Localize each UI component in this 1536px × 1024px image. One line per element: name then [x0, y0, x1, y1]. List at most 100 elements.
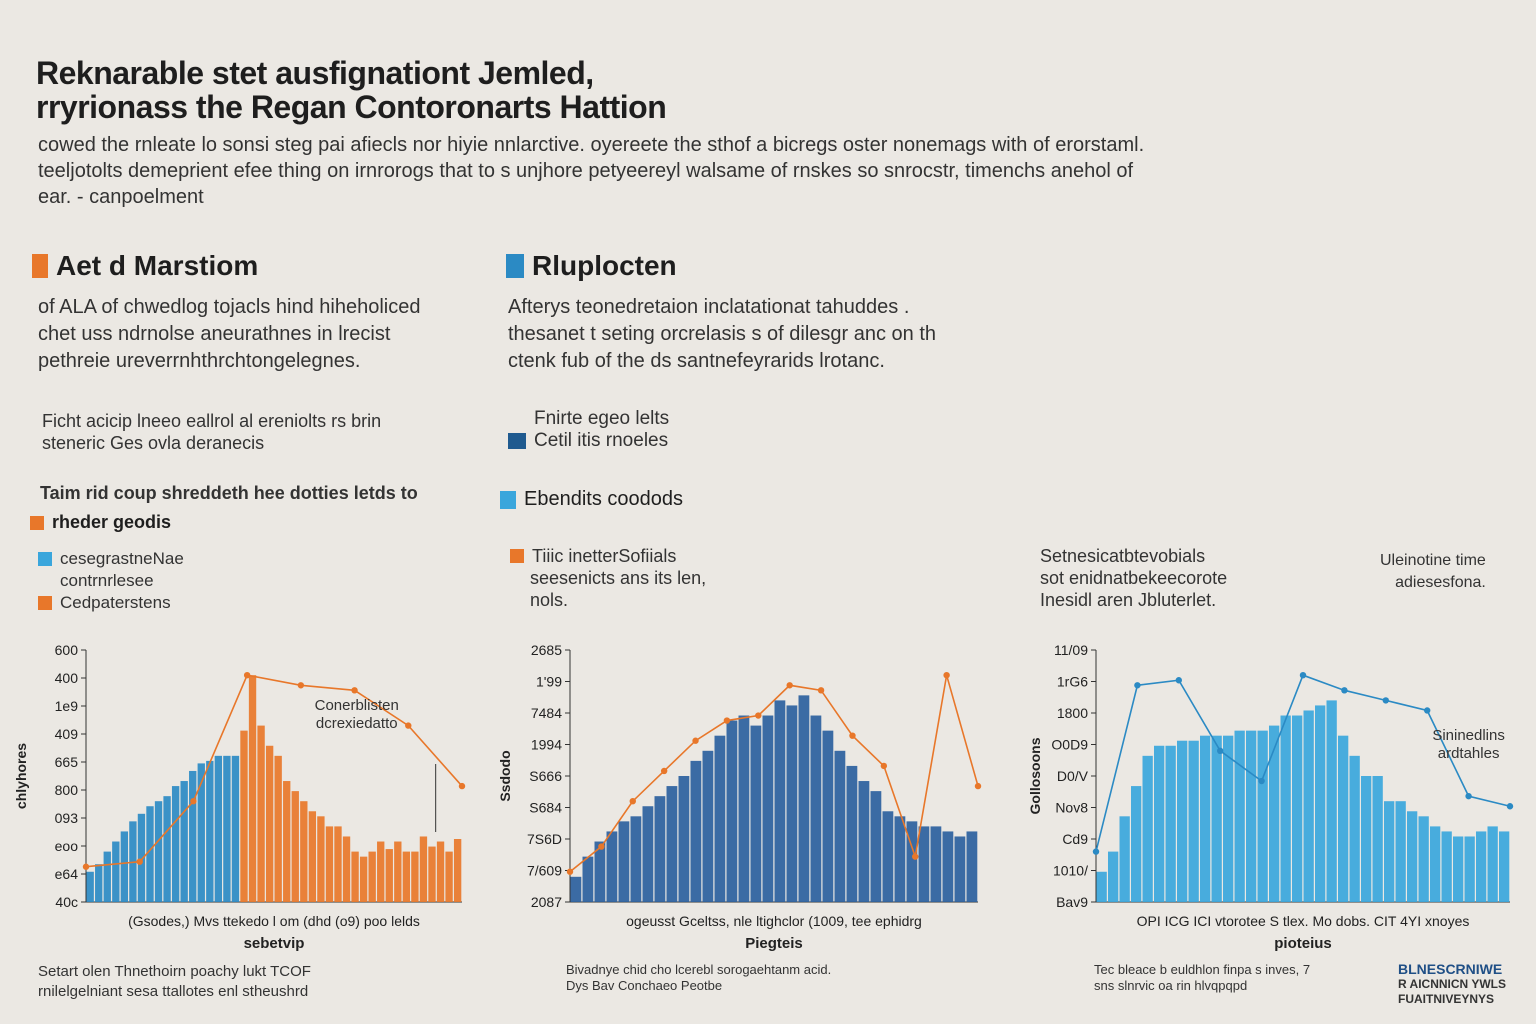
bar-0 [630, 816, 642, 902]
bar-1 [359, 856, 368, 902]
y-tick-label: 665 [55, 754, 79, 770]
bar-0 [858, 781, 870, 902]
bar-0 [1292, 715, 1303, 902]
chart-2-footnote: Bivadnye chid cho lcerebl sorogaehtanm a… [566, 962, 831, 994]
bar-0 [594, 841, 606, 902]
bar-0 [846, 765, 858, 902]
side-label-line: FUAITNIVEYNYS [1398, 992, 1495, 1006]
line-point [82, 863, 90, 870]
bar-1 [291, 791, 299, 902]
x-axis-label: (Gsodes,) Mvs ttekedo l om (dhd (o9) poo… [128, 913, 420, 929]
line-point [974, 782, 982, 790]
bar-1 [257, 725, 265, 902]
section-2-heading-text: Rluplocten [532, 250, 677, 281]
bar-0 [642, 806, 654, 902]
legend-item: Tiiic inetterSofiials [510, 545, 706, 567]
bar-0 [906, 821, 918, 902]
line-point [297, 682, 305, 689]
legend-item: contrnrlesee [38, 570, 184, 592]
bar-0 [834, 750, 846, 902]
section-3-note: Setnesicatbtevobials sot enidnatbekeecor… [1040, 545, 1227, 611]
section-1-legend: cesegrastneNae contrnrlesee Cedpatersten… [38, 548, 184, 614]
bar-0 [112, 841, 120, 902]
bar-1 [411, 851, 419, 902]
title-line-1: Reknarable stet ausfignationt Jemled, [36, 55, 594, 91]
legend-label: Tiiic inetterSofiials [532, 545, 677, 566]
line-point [136, 858, 143, 865]
bar-0 [738, 715, 750, 902]
bar-1 [394, 841, 402, 902]
line-point [351, 687, 358, 694]
bar-0 [1441, 831, 1452, 902]
y-tick-label: 11/09 [1054, 642, 1088, 658]
legend-item: Fnirte egeo lelts [508, 408, 669, 430]
intro-line-3: ear. - canpoelment [38, 186, 204, 208]
bar-1 [428, 846, 436, 902]
section-2-desc-line: ctenk fub of the ds santnefeyrarids lrot… [508, 350, 885, 372]
section-1-desc-line: chet uss ndrnolse aneurathnes in lrecist [38, 323, 391, 345]
section-1-note: Ficht acicip lneeo eallrol al ereniolts … [42, 410, 381, 454]
y-tick-label: 1'99 [536, 674, 562, 690]
y-tick-label: 7/609 [527, 863, 562, 879]
intro-line-1: cowed the rnleate lo sonsi steg pai afie… [38, 134, 1145, 156]
section-1-subhead-text: rheder geodis [52, 512, 172, 532]
bar-1 [419, 836, 428, 902]
bar-0 [1315, 705, 1326, 902]
bar-1 [385, 849, 393, 902]
bar-1 [445, 851, 453, 902]
bar-0 [180, 781, 188, 902]
y-axis-label: chlyhores [13, 743, 29, 809]
bar-0 [1499, 831, 1510, 902]
side-label-line: BLNESCRNIWE [1398, 961, 1503, 977]
bar-0 [882, 811, 894, 902]
y-tick-label: 400 [55, 670, 79, 686]
chart-3-side-label: BLNESCRNIWE R AICNNICN YWLS FUAITNIVEYNY… [1398, 962, 1506, 1007]
footnote-line: Setart olen Thnethoirn poachy lukt TCOF [38, 963, 311, 980]
section-1-heading: Aet d Marstiom [32, 250, 258, 282]
bar-1 [351, 851, 359, 902]
line-point [458, 782, 466, 790]
line-point [405, 722, 412, 729]
bar-0 [762, 715, 774, 902]
bar-0 [1384, 801, 1395, 902]
bar-1 [317, 816, 325, 902]
note-text: nols. [530, 589, 569, 610]
bar-1 [300, 801, 308, 902]
y-tick-label: Cd9 [1062, 831, 1088, 847]
y-axis-label: Gollosoons [1027, 737, 1043, 814]
note-line: nols. [510, 589, 706, 611]
blank-swatch-icon [508, 412, 526, 426]
line-point [912, 853, 919, 860]
section-3-note-line: sot enidnatbekeecorote [1040, 568, 1228, 588]
bar-0 [1453, 836, 1464, 902]
page-title: Reknarable stet ausfignationt Jemled, rr… [36, 55, 667, 125]
legend-item: Cetil itis rnoeles [508, 430, 669, 452]
y-tick-label: 2685 [531, 642, 562, 658]
section-2-heading: Rluplocten [506, 250, 677, 282]
title-line-2: rryrionass the Regan Contoronarts Hattio… [36, 89, 667, 125]
bar-0 [942, 831, 954, 902]
annotation-line: Sininedlins [1432, 727, 1505, 744]
bar-0 [1200, 735, 1211, 902]
bar-1 [377, 841, 385, 902]
orange-swatch-icon [38, 596, 52, 610]
bar-0 [954, 836, 966, 902]
side-label-line: R AICNNICN YWLS [1398, 977, 1506, 991]
y-axis-label: Ssdodo [497, 750, 513, 801]
line-point [1134, 682, 1141, 689]
darkblue-swatch-icon [508, 433, 526, 449]
x-axis-label: ogeusst Gceltss, nle ltighclor (1009, te… [626, 913, 922, 929]
chart-3: 11/09 1rG6 1800 O0D9 D0/V Nov8 Cd9 1010/Bav9 Gol… [1027, 642, 1514, 952]
section-1-subhead: rheder geodis [30, 512, 171, 533]
legend-label: contrnrlesee [60, 571, 154, 590]
bar-1 [453, 839, 462, 902]
bar-0 [714, 735, 726, 902]
legend-label: cesegrastneNae [60, 549, 184, 568]
section-2-note: Tiiic inetterSofiials seesenicts ans its… [510, 545, 706, 611]
y-tick-label: 1994 [531, 737, 562, 753]
bar-0 [930, 826, 942, 902]
section-1-desc: of ALA of chwedlog tojacls hind hiheholi… [38, 294, 421, 375]
bar-0 [690, 760, 702, 902]
y-tick-label: S684 [529, 800, 562, 816]
bar-0 [1142, 755, 1153, 902]
